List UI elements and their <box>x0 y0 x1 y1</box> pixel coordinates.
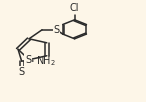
Text: S: S <box>53 25 60 35</box>
Text: S: S <box>19 67 25 77</box>
Text: S: S <box>25 55 31 65</box>
Text: NH$_2$: NH$_2$ <box>36 54 56 68</box>
Text: Cl: Cl <box>70 3 79 13</box>
